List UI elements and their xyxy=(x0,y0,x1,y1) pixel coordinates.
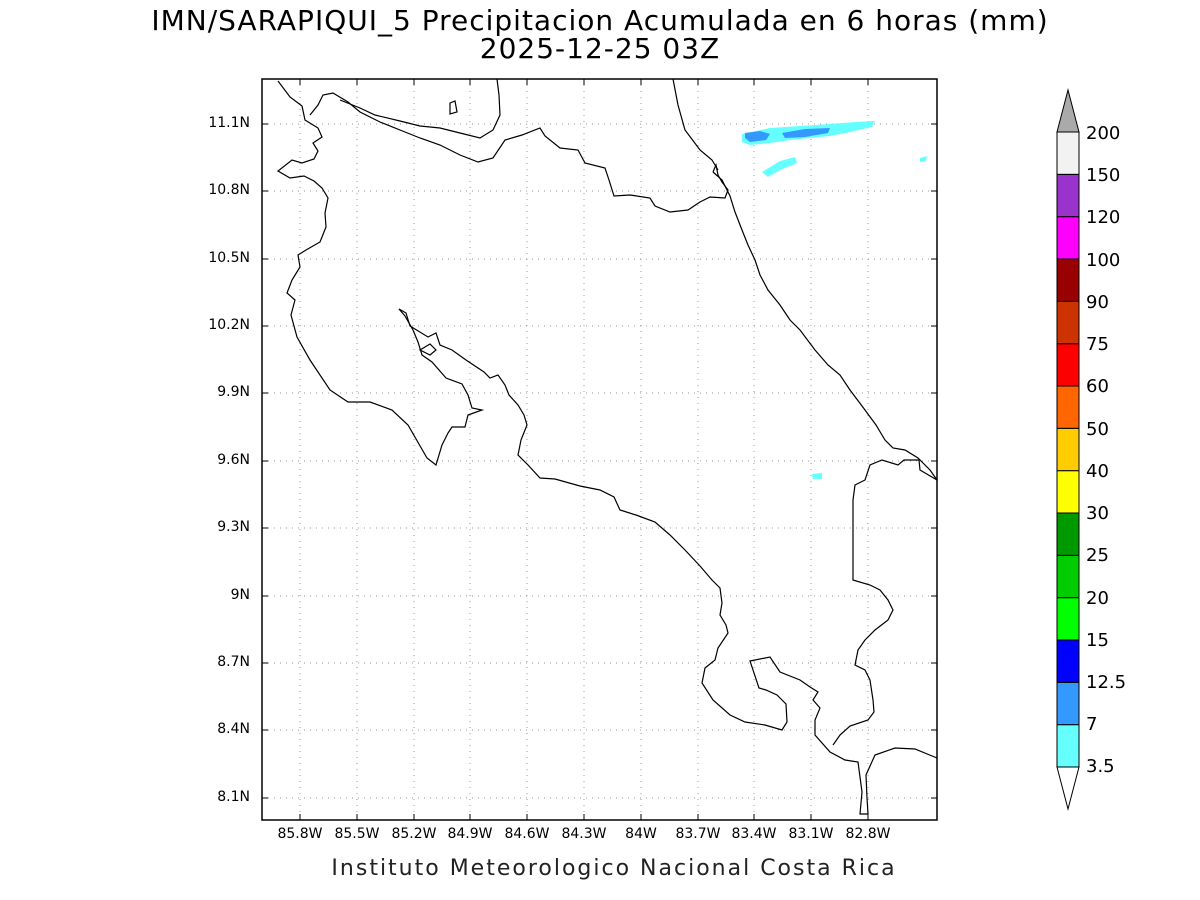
credit-text: Instituto Meteorologico Nacional Costa R… xyxy=(331,856,897,881)
colorbar-segment xyxy=(1056,724,1080,768)
colorbar-segment xyxy=(1056,258,1080,302)
map-frame xyxy=(261,78,938,821)
lon-label: 85.8W xyxy=(277,826,323,842)
lon-label: 83.1W xyxy=(788,826,834,842)
lon-label: 85.5W xyxy=(334,826,380,842)
lat-label: 11.1N xyxy=(208,115,250,131)
colorbar-max-arrow xyxy=(1056,88,1080,133)
colorbar-segment xyxy=(1056,639,1080,683)
coastlines xyxy=(276,78,938,815)
colorbar-segment xyxy=(1056,427,1080,472)
lon-label: 85.2W xyxy=(391,826,437,842)
colorbar-label: 15 xyxy=(1086,630,1109,651)
precip-area-3.5c xyxy=(920,156,927,162)
colorbar-label: 40 xyxy=(1086,461,1109,482)
lat-label: 9.6N xyxy=(217,452,250,468)
precip-area-7b xyxy=(782,128,830,138)
colorbar-label: 30 xyxy=(1086,503,1109,524)
colorbar-label: 75 xyxy=(1086,334,1109,355)
colorbar-label: 120 xyxy=(1086,207,1121,228)
colorbar-segment xyxy=(1056,173,1080,218)
lat-label: 8.7N xyxy=(217,654,250,670)
colorbar-segment xyxy=(1056,554,1080,599)
colorbar-label: 12.5 xyxy=(1086,672,1127,693)
lon-label: 83.4W xyxy=(731,826,777,842)
map-datetime: 2025-12-25 03Z xyxy=(479,32,721,65)
precip-area-7 xyxy=(745,131,770,142)
colorbar-segment xyxy=(1056,216,1080,260)
precip-area-3.5d xyxy=(812,473,822,479)
map-gridlines xyxy=(262,79,937,820)
colorbar-segment xyxy=(1056,597,1080,641)
lat-label: 8.4N xyxy=(217,721,250,737)
colorbar-label: 200 xyxy=(1086,123,1121,144)
colorbar-label: 50 xyxy=(1086,419,1109,440)
colorbar-label: 7 xyxy=(1086,714,1098,735)
lon-label: 84.9W xyxy=(447,826,493,842)
colorbar-segment xyxy=(1056,343,1080,387)
lat-label: 10.2N xyxy=(208,317,250,333)
colorbar-label: 3.5 xyxy=(1086,756,1115,777)
colorbar xyxy=(1056,88,1080,811)
precip-area-3.5b xyxy=(762,157,797,177)
colorbar-segment xyxy=(1056,512,1080,556)
lat-label: 10.5N xyxy=(208,250,250,266)
lat-label: 9.3N xyxy=(217,519,250,535)
lat-label: 10.8N xyxy=(208,182,250,198)
colorbar-label: 150 xyxy=(1086,165,1121,186)
lat-label: 9.9N xyxy=(217,384,250,400)
lon-label: 82.8W xyxy=(845,826,891,842)
lon-label: 84W xyxy=(625,826,657,842)
lon-label: 84.6W xyxy=(504,826,550,842)
axis-ticks xyxy=(262,79,937,820)
precipitation-areas xyxy=(742,121,927,479)
colorbar-label: 25 xyxy=(1086,545,1109,566)
lon-label: 84.3W xyxy=(561,826,607,842)
lat-label: 9N xyxy=(230,587,250,603)
lon-label: 83.7W xyxy=(675,826,721,842)
map-title: IMN/SARAPIQUI_5 Precipitacion Acumulada … xyxy=(151,4,1049,37)
colorbar-segment xyxy=(1056,681,1080,726)
colorbar-label: 100 xyxy=(1086,250,1121,271)
lat-label: 8.1N xyxy=(217,789,250,805)
colorbar-label: 90 xyxy=(1086,292,1109,313)
colorbar-segment xyxy=(1056,300,1080,345)
colorbar-label: 20 xyxy=(1086,588,1109,609)
colorbar-label: 60 xyxy=(1086,376,1109,397)
colorbar-segment xyxy=(1056,470,1080,514)
colorbar-segment xyxy=(1056,385,1080,429)
colorbar-min-arrow xyxy=(1056,766,1080,811)
colorbar-segment xyxy=(1056,131,1080,175)
